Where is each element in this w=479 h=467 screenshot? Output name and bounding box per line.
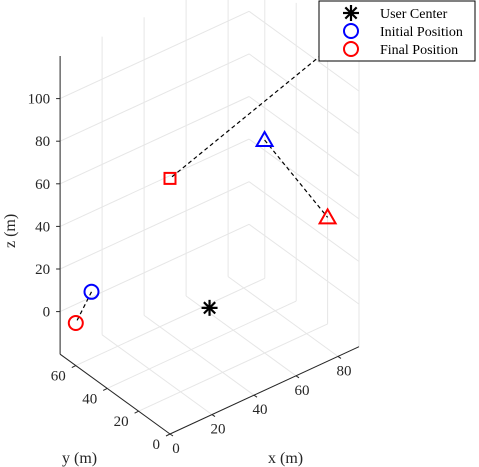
floor-grid-line: [185, 295, 297, 377]
final-position-triangle: [317, 207, 338, 225]
final-position-circle: [67, 315, 84, 331]
axes: [56, 56, 360, 437]
back-wall-grid-line: [59, 96, 250, 185]
z-tick-label: 80: [35, 134, 50, 150]
x-tick-label: 80: [337, 363, 352, 379]
grid-lines: [59, 0, 360, 435]
trajectory-link-square: [169, 36, 344, 179]
asterisk-stroke: [344, 6, 358, 20]
floor-grid-line: [101, 334, 213, 416]
initial-position-triangle: [254, 129, 275, 147]
y-axis-line: [59, 353, 171, 435]
back-wall-grid-line: [59, 138, 250, 227]
y-tick-label: 60: [51, 369, 66, 385]
back-wall-grid-line: [59, 10, 250, 100]
user-center-marker: [201, 299, 218, 316]
legend-marker-1: [343, 23, 359, 39]
legend-label-initial-position: Initial Position: [380, 25, 463, 40]
y-tick-mark: [134, 410, 139, 414]
y-tick-label: 0: [153, 437, 161, 453]
tick-labels: 0 20 40 60 80 0 20 40 60 0 20 40 60 80 100: [28, 92, 352, 457]
z-tick-label: 20: [35, 262, 50, 278]
side-wall-grid-line: [248, 10, 360, 92]
x-tick-mark: [337, 355, 342, 359]
back-wall-grid-line: [59, 223, 250, 313]
trajectory-link-circle: [75, 291, 93, 324]
y-tick-mark: [165, 433, 171, 437]
trajectory-link-triangle: [264, 139, 329, 218]
x-tick-mark: [169, 433, 174, 437]
y-tick-label: 40: [82, 391, 97, 407]
legend-marker-0: [343, 5, 359, 21]
floor-grid-line: [227, 276, 339, 357]
x-tick-label: 40: [253, 402, 268, 418]
y-tick-mark: [102, 387, 108, 391]
y-tick-label: 20: [114, 414, 129, 430]
z-tick-label: 0: [43, 305, 51, 321]
legend-label-final-position: Final Position: [380, 43, 458, 58]
initial-position-circle: [83, 283, 100, 300]
side-wall-grid-line: [248, 223, 360, 305]
x-tick-mark: [253, 394, 258, 398]
x-tick-label: 20: [211, 422, 226, 438]
z-axis-label: z (m): [2, 214, 19, 248]
side-wall-grid-line: [248, 53, 360, 135]
side-wall-grid-line: [248, 96, 360, 177]
back-wall-grid-line: [59, 53, 250, 142]
side-wall-grid-line: [248, 181, 360, 262]
floor-grid-line: [138, 323, 328, 412]
trajectory-links: [75, 36, 344, 324]
y-tick-mark: [71, 365, 77, 369]
z-tick-label: 40: [35, 219, 50, 235]
side-wall-grid-line: [248, 138, 360, 220]
final-position-square: [163, 171, 177, 185]
x-tick-label: 60: [295, 383, 310, 399]
back-wall-grid-line: [59, 181, 250, 270]
legend-marker-2: [343, 41, 359, 57]
asterisk-stroke: [203, 301, 216, 315]
legend: User Center Initial Position Final Posit…: [318, 0, 476, 62]
x-tick-mark: [211, 414, 216, 418]
z-tick-label: 60: [35, 177, 50, 193]
floor-grid-line: [106, 300, 297, 389]
floor-grid-line: [143, 314, 255, 396]
y-axis-label: y (m): [62, 450, 97, 467]
z-tick-label: 100: [28, 92, 51, 108]
x-tick-mark: [295, 375, 300, 379]
legend-markers: [343, 5, 359, 57]
x-axis-label: x (m): [268, 450, 303, 467]
x-axis-line: [169, 346, 360, 435]
x-tick-label: 0: [172, 441, 180, 457]
legend-label-user-center: User Center: [380, 7, 448, 22]
floor-grid-line: [75, 277, 266, 367]
